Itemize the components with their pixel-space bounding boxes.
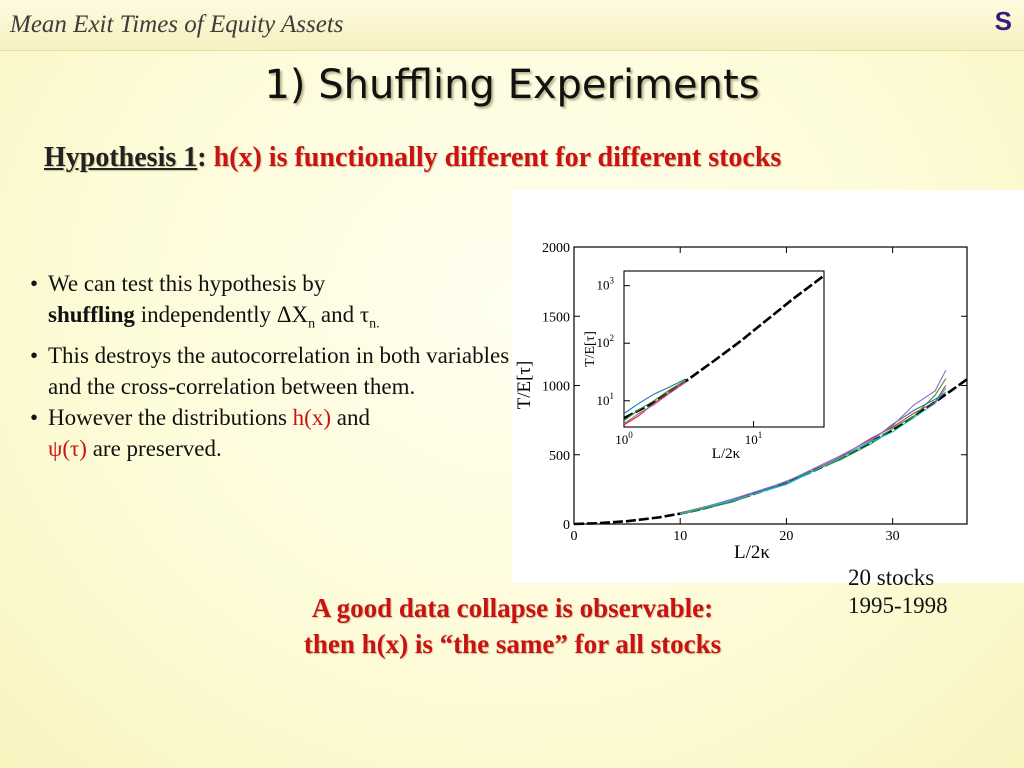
main-y-axis-label: T/E[τ]: [514, 361, 535, 410]
bullet-dot-icon: •: [30, 271, 39, 296]
inset-series-line-4: [623, 381, 687, 425]
main-x-tick-label: 30: [886, 529, 900, 544]
hypothesis-line: Hypothesis 1: h(x) is functionally diffe…: [44, 142, 781, 174]
bullet-1-text-3: and τ: [315, 302, 370, 327]
bullet-2-text: This destroys the autocorrelation in bot…: [48, 342, 510, 399]
main-y-tick-label: 500: [549, 449, 570, 464]
bullet-dot-icon: •: [30, 342, 39, 368]
bullet-1-text: We can test this hypothesis by: [48, 271, 326, 296]
conclusion-line-1: A good data collapse is observable:: [311, 593, 714, 623]
main-series-line-5: [680, 387, 947, 515]
bullet-list: • We can test this hypothesis by shuffli…: [30, 268, 515, 464]
main-x-tick-label: 20: [779, 529, 793, 544]
bullet-1-sub-2: n.: [369, 316, 380, 332]
bullet-3-text-3: are preserved.: [86, 435, 222, 461]
inset-series-line-3: [623, 378, 687, 414]
inset-y-axis-label: T/E[τ]: [583, 331, 598, 367]
main-series-line-0: [573, 378, 968, 526]
bullet-3-text-2: and: [330, 404, 370, 430]
main-x-tick-label: 10: [673, 529, 687, 544]
inset-series-line-2: [623, 379, 687, 422]
main-y-tick-label: 0: [563, 518, 570, 533]
bullet-item-3: • However the distributions h(x) and ψ(τ…: [30, 402, 515, 464]
bullet-dot-icon: •: [30, 404, 39, 430]
hypothesis-colon: :: [197, 142, 207, 173]
main-series-line-4: [680, 370, 947, 515]
chart-caption: 20 stocks 1995-1998: [848, 564, 948, 620]
main-y-tick-label: 1500: [542, 310, 570, 325]
inset-series-line-0: [623, 274, 825, 420]
slide-title: 1) Shuffling Experiments: [264, 62, 760, 108]
bullet-3-text: However the distributions: [48, 404, 293, 430]
caption-date-range: 1995-1998: [848, 593, 948, 618]
main-y-tick-label: 2000: [542, 241, 570, 256]
hypothesis-text: h(x) is functionally different for diffe…: [206, 142, 782, 173]
bullet-3-psi-of-tau: ψ(τ): [48, 435, 87, 461]
inset-x-axis-label: L/2κ: [712, 446, 741, 462]
bullet-3-h-of-x: h(x): [292, 404, 331, 430]
bullet-1-sub-1: n: [308, 316, 316, 332]
hypothesis-label: Hypothesis 1: [44, 142, 198, 173]
caption-stock-count: 20 stocks: [848, 565, 935, 590]
conclusion: A good data collapse is observable: then…: [230, 590, 795, 662]
inset-series-line-1: [623, 380, 687, 426]
conclusion-line-2: then h(x) is “the same” for all stocks: [303, 629, 722, 659]
bullet-1-bold: shuffling: [48, 302, 135, 327]
logo-icon: S: [994, 6, 1012, 36]
bullet-1-text-2: independently ΔX: [134, 302, 309, 327]
bullet-item-1: • We can test this hypothesis by shuffli…: [30, 268, 515, 340]
bullet-item-2: • This destroys the autocorrelation in b…: [30, 340, 515, 402]
main-x-tick-label: 0: [571, 529, 578, 544]
chart-panel: 0 10 20 30 0 500 1000 1500 2000 L/2κ T/E[τ] 100 1…: [512, 190, 1024, 583]
presentation-title: Mean Exit Times of Equity Assets: [10, 11, 344, 38]
main-y-tick-label: 1000: [542, 380, 570, 395]
header-bar: Mean Exit Times of Equity Assets S: [0, 0, 1024, 51]
main-x-axis-label: L/2κ: [734, 542, 770, 563]
